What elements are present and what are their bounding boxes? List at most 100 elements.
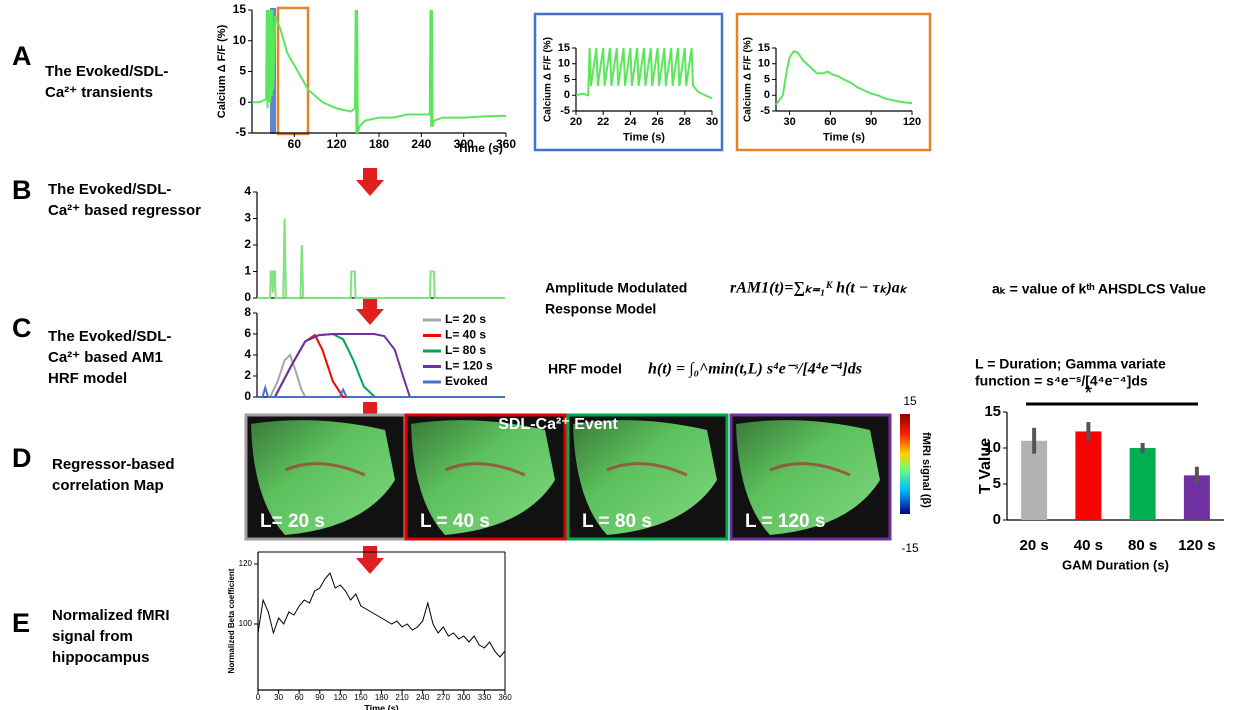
panel-letter: D <box>12 443 32 473</box>
x-tick-label: 180 <box>375 693 389 702</box>
x-tick-label: 0 <box>256 693 261 702</box>
panel-title: signal from <box>52 628 133 645</box>
x-tick-label: 60 <box>824 116 836 128</box>
panel-title: Ca²⁺ based AM1 <box>48 349 163 366</box>
x-axis-title: Time (s) <box>823 131 865 143</box>
x-tick-label: 26 <box>651 116 663 128</box>
x-tick-label: 28 <box>679 116 691 128</box>
panel-letter: E <box>12 608 30 638</box>
map-label: L = 120 s <box>745 511 825 532</box>
y-tick-label: 0 <box>993 511 1001 528</box>
y-axis-title: T Value <box>977 438 994 494</box>
panel-title: hippocampus <box>52 649 150 666</box>
y-tick-label: 5 <box>564 73 570 85</box>
x-tick-label: 24 <box>624 116 637 128</box>
colorbar-label: fMRI signal (β) <box>920 432 932 508</box>
y-tick-label: 15 <box>984 403 1001 420</box>
y-tick-label: 120 <box>239 559 253 568</box>
x-tick-label: 60 <box>295 693 304 702</box>
x-tick-label: 120 <box>903 116 921 128</box>
series-line <box>576 48 712 98</box>
x-axis-title: GAM Duration (s) <box>1062 557 1169 572</box>
colorbar-max: 15 <box>903 394 917 408</box>
gamma-note: L = Duration; Gamma variate <box>975 356 1166 372</box>
y-axis-title: Calcium Δ F/F (%) <box>216 24 228 118</box>
y-tick-label: 2 <box>244 237 251 251</box>
panel-title: correlation Map <box>52 477 164 494</box>
ak-note: aₖ = value of kᵗʰ AHSDLCS Value <box>992 281 1206 297</box>
x-axis-title: Time (s) <box>364 704 398 710</box>
panel-title: The Evoked/SDL- <box>48 328 171 345</box>
gamma-note: function = s⁴e⁻ˢ/[4⁴e⁻⁴]ds <box>975 373 1148 389</box>
x-tick-label: 120 <box>327 137 347 151</box>
y-tick-label: -5 <box>560 105 570 117</box>
x-tick-label: 90 <box>315 693 324 702</box>
x-tick-label: 210 <box>395 693 409 702</box>
x-tick-label: 180 <box>369 137 389 151</box>
y-tick-label: 0 <box>764 89 770 101</box>
y-tick-label: 15 <box>233 2 247 16</box>
x-tick-label: 40 s <box>1074 537 1103 554</box>
panel-title: HRF model <box>48 370 127 387</box>
hrf-title: HRF model <box>548 361 622 377</box>
x-tick-label: 30 <box>274 693 283 702</box>
series-line <box>258 573 505 657</box>
panel-title: Normalized fMRI <box>52 607 170 624</box>
bar <box>1075 431 1101 520</box>
y-tick-label: 10 <box>758 58 770 70</box>
highlight <box>278 8 308 134</box>
y-tick-label: -5 <box>760 105 770 117</box>
panel-title: Ca²⁺ based regressor <box>48 202 201 219</box>
colorbar-min: -15 <box>901 541 919 555</box>
x-tick-label: 30 <box>706 116 718 128</box>
panel-title: Ca²⁺ transients <box>45 84 153 101</box>
panel-title: The Evoked/SDL- <box>45 63 168 80</box>
x-tick-label: 20 <box>570 116 582 128</box>
legend-label: L= 20 s <box>445 312 486 326</box>
x-axis-title: Time (s) <box>623 131 665 143</box>
x-tick-label: 30 <box>783 116 795 128</box>
x-tick-label: 80 s <box>1128 537 1157 554</box>
figure: Amplitude Modulated Response Model rAM1(… <box>0 0 1244 710</box>
y-tick-label: 0 <box>244 290 251 304</box>
panel-letter: A <box>12 41 32 71</box>
x-tick-label: 60 <box>288 137 302 151</box>
y-tick-label: 15 <box>758 42 770 54</box>
map-label: L = 40 s <box>420 511 490 532</box>
bar <box>1130 448 1156 520</box>
x-tick-label: 150 <box>354 693 368 702</box>
series-line <box>257 219 505 299</box>
y-tick-label: 6 <box>244 326 251 340</box>
x-tick-label: 120 <box>334 693 348 702</box>
y-tick-label: 0 <box>244 389 251 403</box>
annotation: * <box>1084 382 1092 404</box>
am-title: Response Model <box>545 301 656 317</box>
legend-label: L= 40 s <box>445 328 486 342</box>
y-tick-label: 15 <box>558 42 570 54</box>
series-line <box>776 51 912 104</box>
y-tick-label: 2 <box>244 368 251 382</box>
y-tick-label: 10 <box>233 33 247 47</box>
x-tick-label: 90 <box>865 116 877 128</box>
y-axis-title: Calcium Δ F/F (%) <box>543 37 554 122</box>
am-title: Amplitude Modulated <box>545 280 687 296</box>
event-label: SDL-Ca²⁺ Event <box>498 416 618 433</box>
panel-letter: C <box>12 313 32 343</box>
y-tick-label: -5 <box>235 125 246 139</box>
x-tick-label: 360 <box>498 693 512 702</box>
am-formula: rAM1(t)=∑ₖ₌₁ᴷ h(t − τₖ)aₖ <box>730 280 908 297</box>
legend-label: L= 120 s <box>445 359 493 373</box>
y-axis-title: Calcium Δ F/F (%) <box>743 37 754 122</box>
map-label: L= 20 s <box>260 511 325 532</box>
panel-title: The Evoked/SDL- <box>48 181 171 198</box>
legend-label: L= 80 s <box>445 343 486 357</box>
y-tick-label: 4 <box>244 347 251 361</box>
legend-label: Evoked <box>445 374 488 388</box>
map-label: L = 80 s <box>582 511 652 532</box>
hrf-formula: h(t) = ∫₀^min(t,L) s⁴e⁻ˢ/[4⁴e⁻⁴]ds <box>648 361 862 379</box>
panel-letter: B <box>12 175 32 205</box>
x-tick-label: 22 <box>597 116 609 128</box>
y-tick-label: 1 <box>244 264 251 278</box>
panel-title: Regressor-based <box>52 456 175 473</box>
y-tick-label: 10 <box>558 58 570 70</box>
